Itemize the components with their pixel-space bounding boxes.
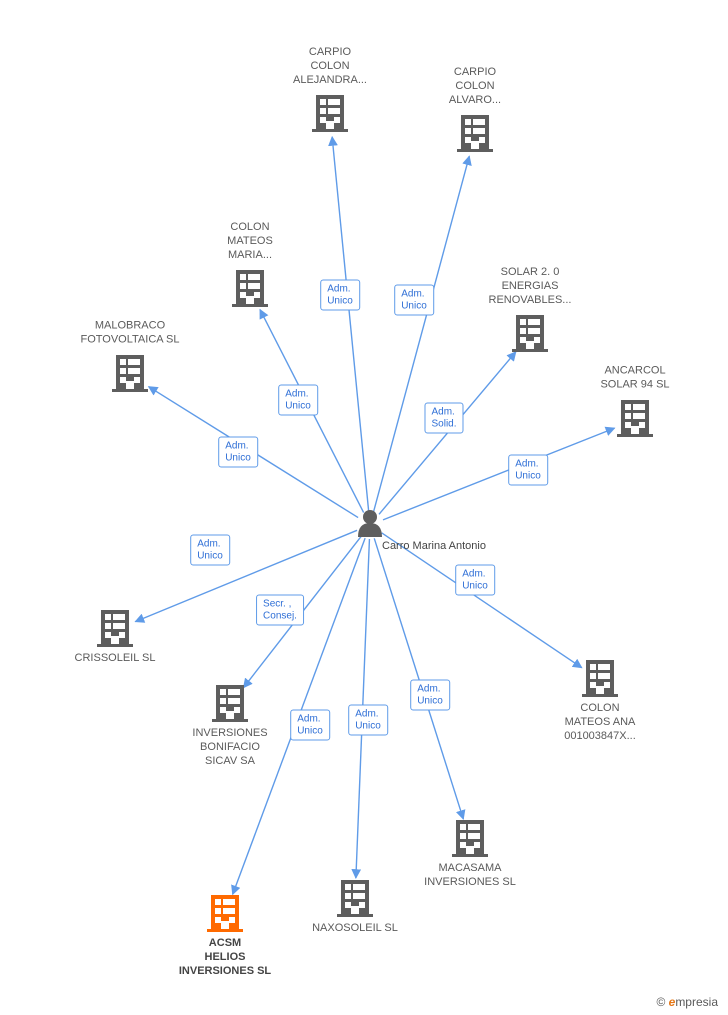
edge-label: Adm. Unico (190, 535, 230, 566)
edge-label: Adm. Unico (320, 280, 360, 311)
company-node-label: MALOBRACO FOTOVOLTAICA SL (80, 320, 179, 348)
copyright: © empresia (656, 995, 718, 1009)
company-node-icon[interactable] (207, 895, 243, 932)
company-node-label: ANCARCOL SOLAR 94 SL (600, 365, 669, 393)
center-person-icon[interactable] (358, 510, 382, 537)
edge-label: Adm. Unico (218, 437, 258, 468)
edge-label: Secr. , Consej. (256, 595, 304, 626)
company-node-icon[interactable] (232, 270, 268, 307)
edge-label: Adm. Unico (290, 710, 330, 741)
company-node-icon[interactable] (457, 115, 493, 152)
company-node-icon[interactable] (112, 355, 148, 392)
edge-label: Adm. Unico (508, 455, 548, 486)
company-node-icon[interactable] (212, 685, 248, 722)
edge (374, 156, 470, 511)
company-node-label: COLON MATEOS MARIA... (227, 221, 273, 262)
company-node-label: CRISSOLEIL SL (75, 652, 156, 666)
company-node-label: COLON MATEOS ANA 001003847X... (564, 702, 636, 743)
company-node-label: CARPIO COLON ALEJANDRA... (293, 46, 367, 87)
edge-label: Adm. Unico (455, 565, 495, 596)
network-graph (0, 0, 728, 1015)
edge-label: Adm. Unico (278, 385, 318, 416)
center-label: Carro Marina Antonio (382, 540, 486, 554)
company-node-icon[interactable] (617, 400, 653, 437)
company-node-icon[interactable] (97, 610, 133, 647)
brand-rest: mpresia (675, 995, 718, 1009)
company-node-label: SOLAR 2. 0 ENERGIAS RENOVABLES... (489, 266, 572, 307)
edge (135, 530, 357, 621)
edge (383, 428, 615, 520)
edge-label: Adm. Solid. (424, 403, 463, 434)
company-node-icon[interactable] (512, 315, 548, 352)
company-node-icon[interactable] (337, 880, 373, 917)
copyright-symbol: © (656, 995, 665, 1009)
edge (332, 137, 369, 511)
company-node-label: INVERSIONES BONIFACIO SICAV SA (192, 727, 267, 768)
company-node-label: CARPIO COLON ALVARO... (449, 66, 501, 107)
edge-label: Adm. Unico (394, 285, 434, 316)
company-node-icon[interactable] (452, 820, 488, 857)
edge-label: Adm. Unico (410, 680, 450, 711)
company-node-icon[interactable] (582, 660, 618, 697)
company-node-label: NAXOSOLEIL SL (312, 922, 398, 936)
company-node-label: MACASAMA INVERSIONES SL (424, 862, 516, 890)
company-node-label: ACSM HELIOS INVERSIONES SL (179, 937, 271, 978)
company-node-icon[interactable] (312, 95, 348, 132)
edge-label: Adm. Unico (348, 705, 388, 736)
